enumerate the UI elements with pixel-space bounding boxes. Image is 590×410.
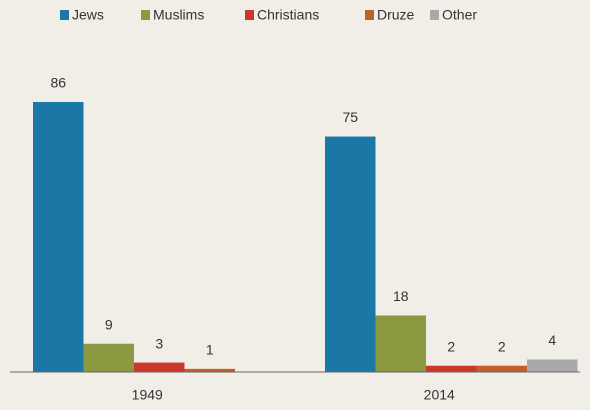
legend-swatch xyxy=(141,10,150,20)
data-label: 2 xyxy=(447,338,455,354)
legend-swatch xyxy=(365,10,374,20)
data-label: 2 xyxy=(498,338,506,354)
data-label: 3 xyxy=(155,335,163,351)
data-label: 4 xyxy=(548,332,556,348)
legend-label: Druze xyxy=(377,7,415,23)
x-tick-label: 2014 xyxy=(424,387,455,403)
legend-label: Jews xyxy=(72,7,104,23)
data-label: 9 xyxy=(105,316,113,332)
bar xyxy=(426,365,477,372)
legend-label: Muslims xyxy=(153,7,204,23)
bar xyxy=(33,102,84,372)
bar xyxy=(325,136,376,372)
bar xyxy=(476,365,527,372)
bar xyxy=(527,359,578,372)
x-tick-label: 1949 xyxy=(132,387,163,403)
legend-label: Christians xyxy=(257,7,319,23)
legend-swatch xyxy=(60,10,69,20)
bar xyxy=(83,343,134,372)
data-label: 75 xyxy=(342,109,358,125)
legend-label: Other xyxy=(442,7,477,23)
legend-swatch xyxy=(245,10,254,20)
legend-swatch xyxy=(430,10,439,20)
bar xyxy=(134,362,185,372)
bar xyxy=(375,315,426,372)
data-label: 1 xyxy=(206,342,214,358)
data-label: 86 xyxy=(50,75,66,91)
bar xyxy=(184,368,235,372)
data-label: 18 xyxy=(393,288,409,304)
